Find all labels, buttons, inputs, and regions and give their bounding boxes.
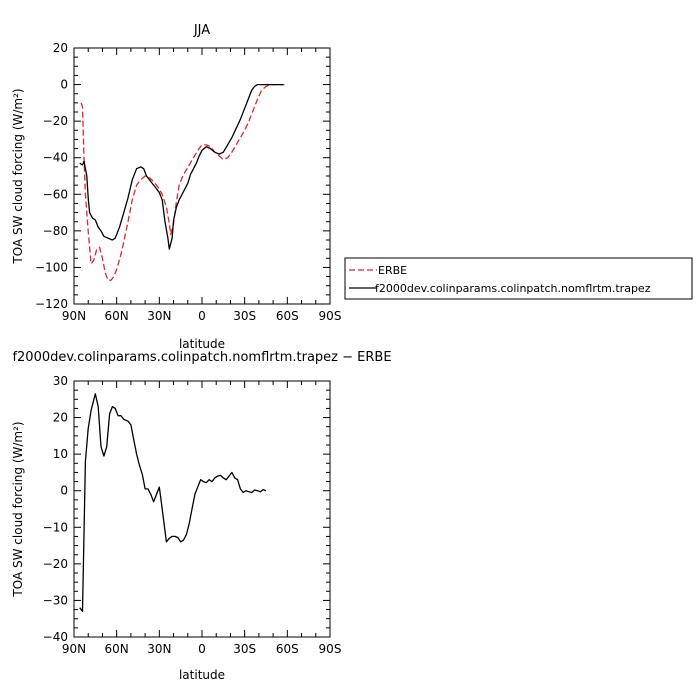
top-y-tick-label: −20	[43, 114, 68, 128]
legend-box	[344, 257, 693, 300]
bottom-series-line-difference	[79, 393, 267, 613]
top-x-tick-label: 30S	[233, 309, 256, 323]
bottom-x-tick-label: 30N	[147, 642, 171, 656]
bottom-x-tick-label: 90N	[62, 642, 86, 656]
bottom-y-tick-label: −30	[43, 593, 68, 607]
top-y-axis-label: TOA SW cloud forcing (W/m²)	[11, 88, 25, 264]
top-x-tick-label: 90N	[62, 309, 86, 323]
top-x-tick-label: 90S	[319, 309, 342, 323]
bottom-x-tick-label: 0	[198, 642, 206, 656]
legend-label-erbe: ERBE	[378, 264, 407, 277]
bottom-x-tick-label: 30S	[233, 642, 256, 656]
top-x-tick-label: 30N	[147, 309, 171, 323]
bottom-y-tick-label: 30	[53, 374, 68, 388]
top-y-tick-label: 20	[53, 41, 68, 55]
top-series-line-f2000dev-colinparams-colinpatch-nomflrtm-trapez	[79, 83, 284, 250]
top-series-group	[79, 83, 285, 281]
bottom-y-ticks: 30 20 10 0 −10 −20 −30 −40	[43, 374, 330, 644]
top-y-tick-label: 0	[60, 78, 68, 92]
legend: ERBE f2000dev.colinparams.colinpatch.nom…	[344, 257, 693, 300]
top-y-tick-label: −100	[35, 260, 68, 274]
bottom-x-tick-label: 60N	[105, 642, 129, 656]
top-x-ticks: 90N 60N 30N 0 30S 60S 90S	[62, 48, 342, 323]
top-y-ticks: 20 0 −20 −40 −60 −80 −100 −120	[35, 41, 330, 311]
bottom-x-tick-label: 60S	[276, 642, 299, 656]
top-y-tick-label: −60	[43, 187, 68, 201]
top-x-tick-label: 60S	[276, 309, 299, 323]
bottom-plot-frame	[73, 380, 331, 638]
top-y-tick-label: −80	[43, 224, 68, 238]
bottom-y-tick-label: 20	[53, 411, 68, 425]
bottom-y-axis-label: TOA SW cloud forcing (W/m²)	[11, 421, 25, 597]
bottom-x-tick-label: 90S	[319, 642, 342, 656]
bottom-y-tick-label: 10	[53, 447, 68, 461]
top-y-tick-label: −40	[43, 151, 68, 165]
bottom-series-group	[79, 393, 267, 613]
top-y-tick-label: −120	[35, 297, 68, 311]
top-x-axis-label: latitude	[179, 337, 225, 351]
top-plot-frame	[73, 47, 331, 305]
bottom-x-axis-label: latitude	[179, 668, 225, 682]
top-x-tick-label: 0	[198, 309, 206, 323]
bottom-x-ticks: 90N 60N 30N 0 30S 60S 90S	[62, 381, 342, 656]
bottom-y-tick-label: −10	[43, 520, 68, 534]
bottom-panel: f2000dev.colinparams.colinpatch.nomflrtm…	[11, 350, 392, 682]
bottom-y-tick-label: −40	[43, 630, 68, 644]
top-series-line-erbe	[80, 83, 285, 281]
bottom-y-tick-label: 0	[60, 484, 68, 498]
top-x-tick-label: 60N	[105, 309, 129, 323]
top-panel: JJA 20 0 −20 −40 −60 −80 −100 −120 90N 60N 30N 0 30…	[11, 23, 341, 351]
top-chart-title: JJA	[193, 23, 210, 38]
legend-label-model: f2000dev.colinparams.colinpatch.nomflrtm…	[375, 282, 651, 295]
bottom-y-tick-label: −20	[43, 557, 68, 571]
bottom-chart-title: f2000dev.colinparams.colinpatch.nomflrtm…	[12, 350, 391, 365]
